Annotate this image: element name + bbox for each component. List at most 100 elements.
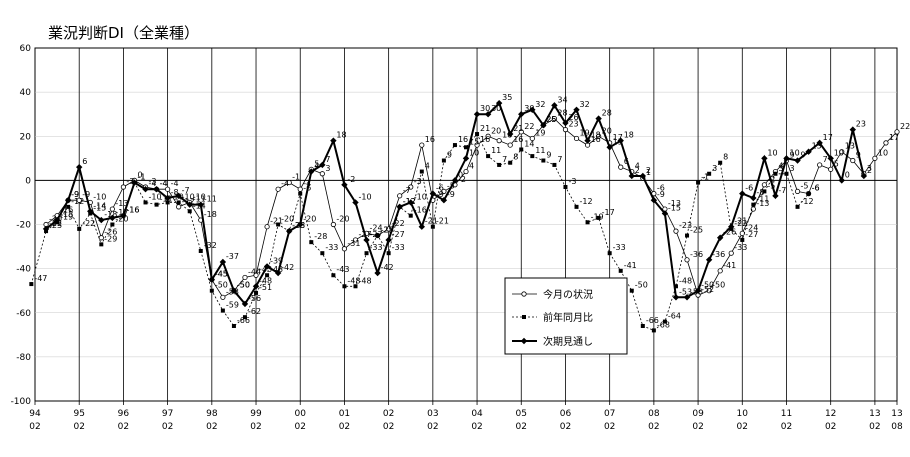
x-tick-month: 02: [29, 422, 40, 432]
marker-filled-diamond: [153, 186, 160, 193]
data-label: -5: [767, 181, 775, 190]
marker-filled-square: [751, 202, 756, 207]
data-label: -39: [270, 256, 283, 265]
marker-filled-diamond: [197, 201, 204, 208]
data-label: -2: [458, 175, 466, 184]
data-label: -50: [237, 281, 250, 290]
marker-open-circle: [761, 182, 767, 188]
marker-filled-square: [696, 180, 701, 185]
marker-open-circle: [507, 142, 513, 148]
data-label: -17: [602, 208, 615, 217]
marker-filled-diamond: [440, 197, 448, 204]
series-labels-current: -20-16-9 -9 -10-26-13-30-3 -4 -4-12-10-18-45…: [49, 109, 910, 297]
data-label: 14: [524, 139, 534, 148]
data-label: -48: [358, 276, 371, 285]
marker-filled-diamond: [418, 223, 425, 230]
data-label-layer: -20-16-9 -9 -10-26-13-30-3 -4 -4-12-10-18-45…: [34, 93, 910, 329]
x-tick-year: 00: [295, 409, 307, 419]
x-tick-year: 05: [516, 409, 527, 419]
marker-filled-diamond: [98, 216, 105, 224]
marker-filled-diamond: [208, 276, 216, 283]
marker-open-circle: [264, 224, 270, 230]
data-label: -51: [259, 283, 272, 292]
marker-open-circle: [341, 246, 348, 252]
marker-filled-square: [254, 290, 259, 295]
data-label: -22: [49, 219, 62, 228]
marker-filled-diamond: [131, 179, 138, 186]
data-label: -12: [801, 197, 814, 206]
data-label: -21: [425, 217, 438, 226]
marker-open-circle: [562, 127, 569, 133]
marker-filled-square: [320, 251, 325, 256]
series-labels-outlook: -22-18-96-14-18-17-16-1-4 -4-8 -7-11-11-45…: [49, 93, 872, 303]
marker-filled-square: [198, 248, 203, 253]
marker-filled-diamond: [53, 216, 61, 224]
data-label: -25: [381, 226, 394, 235]
data-label: -33: [613, 243, 626, 252]
marker-filled-square: [497, 162, 502, 167]
marker-open-circle: [286, 179, 292, 186]
data-label: 0: [137, 170, 142, 179]
marker-filled-square: [618, 268, 623, 273]
marker-filled-diamond: [661, 210, 669, 217]
data-label: -13: [115, 199, 128, 208]
data-label: 18: [502, 131, 512, 140]
marker-filled-diamond: [451, 177, 459, 184]
marker-filled-square: [353, 284, 358, 289]
data-label: -4: [303, 179, 311, 188]
data-label: -50: [712, 281, 725, 290]
data-label: -4: [149, 179, 157, 188]
x-tick-month: 02: [737, 422, 748, 432]
marker-open-circle: [297, 186, 303, 192]
marker-filled-square: [165, 200, 170, 205]
data-label: -10: [93, 192, 106, 201]
data-label: -45: [215, 270, 228, 279]
data-label: 8: [723, 153, 728, 162]
data-label: 11: [535, 146, 545, 155]
x-tick-month: 02: [825, 422, 836, 432]
data-label: 25: [546, 115, 556, 124]
data-label: -2: [767, 175, 775, 184]
x-tick-year: 97: [162, 409, 173, 419]
legend-label-2: 次期見通し: [543, 335, 593, 348]
marker-open-circle: [739, 230, 745, 236]
marker-filled-diamond: [396, 203, 403, 211]
marker-filled-square: [309, 240, 314, 245]
data-label: 6: [82, 157, 87, 166]
data-label: -17: [115, 208, 128, 217]
x-tick-month: 02: [427, 422, 438, 432]
data-label: -6: [436, 184, 444, 193]
marker-filled-diamond: [120, 212, 127, 219]
data-label: -20: [115, 215, 128, 224]
x-tick-year: 11: [781, 409, 792, 419]
data-label: -23: [292, 221, 305, 230]
x-tick-month: 08: [891, 422, 903, 432]
data-label: 11: [491, 146, 501, 155]
data-label: 15: [613, 137, 623, 146]
marker-open-circle: [242, 274, 248, 281]
data-label: -10: [182, 192, 195, 201]
data-label: 21: [480, 124, 490, 133]
data-label: -2: [347, 175, 355, 184]
marker-filled-diamond: [650, 197, 658, 204]
y-tick-label: 60: [20, 44, 32, 54]
data-label: -29: [104, 234, 117, 243]
marker-filled-diamond: [551, 102, 558, 109]
marker-filled-diamond: [683, 294, 691, 301]
data-label: -3: [126, 177, 134, 186]
data-label: 3: [778, 164, 783, 173]
marker-filled-diamond: [473, 110, 481, 118]
marker-filled-diamond: [540, 122, 547, 129]
data-label: -16: [126, 206, 139, 215]
data-label: -20: [303, 215, 316, 224]
marker-open-circle: [828, 166, 834, 172]
x-tick-month: 02: [206, 422, 217, 432]
data-label: -7: [403, 186, 411, 195]
data-label: -53: [679, 287, 692, 296]
marker-filled-square: [585, 220, 590, 225]
x-tick-year: 08: [648, 409, 660, 419]
marker-open-circle: [518, 129, 524, 135]
marker-open-circle: [717, 268, 723, 274]
marker-filled-diamond: [628, 172, 635, 180]
series-labels-yoy: -47-23-19-12-22-15-29-20-16-1-10-11-10-1…: [34, 124, 819, 329]
